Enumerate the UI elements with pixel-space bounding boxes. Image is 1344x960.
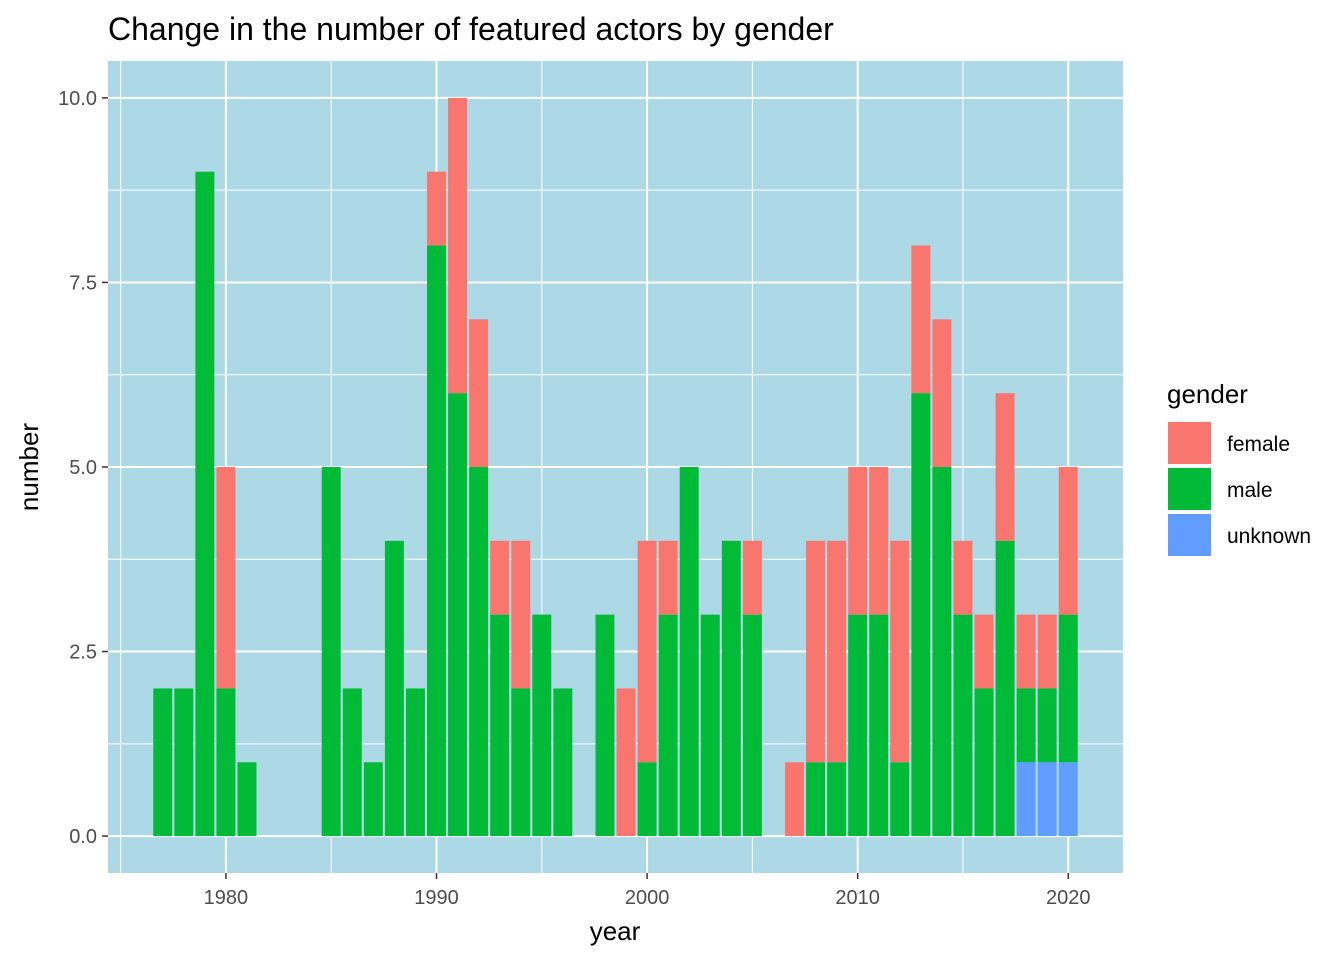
bar-male-2008 [806, 762, 826, 837]
bar-male-2003 [700, 614, 720, 837]
bar-male-2011 [869, 614, 889, 837]
bar-female-1980 [216, 467, 236, 689]
bar-male-2017 [995, 540, 1015, 837]
bar-female-1991 [448, 97, 468, 394]
legend-key-unknown [1168, 514, 1211, 556]
bar-male-2009 [827, 762, 847, 837]
bar-female-2011 [869, 467, 889, 615]
legend-key-male [1168, 468, 1211, 510]
bar-female-1992 [469, 319, 489, 467]
bar-female-2001 [658, 540, 678, 615]
bar-male-1980 [216, 688, 236, 837]
bar-female-2008 [806, 540, 826, 763]
bar-female-2019 [1037, 614, 1057, 689]
bar-male-2005 [742, 614, 762, 837]
legend: gender female male unknown [1167, 379, 1311, 556]
bar-male-1985 [321, 467, 341, 837]
bar-male-1998 [595, 614, 615, 837]
bar-male-2001 [658, 614, 678, 837]
bar-male-2018 [1016, 688, 1036, 763]
bar-female-1990 [427, 171, 446, 246]
bar-male-1978 [174, 688, 194, 837]
bar-female-2000 [637, 540, 657, 763]
bar-male-1992 [469, 467, 489, 837]
bar-male-2010 [848, 614, 868, 837]
bar-female-2014 [932, 319, 952, 467]
bar-female-2010 [848, 467, 868, 615]
bar-female-2016 [974, 614, 994, 689]
y-tick-label: 7.5 [69, 272, 97, 294]
chart-title: Change in the number of featured actors … [108, 11, 834, 47]
y-tick-label: 10.0 [58, 88, 97, 110]
bar-male-1991 [448, 393, 468, 837]
bar-male-2019 [1037, 688, 1057, 763]
x-tick-label: 2010 [835, 887, 880, 909]
x-tick-label: 2000 [625, 887, 670, 909]
bar-female-2013 [911, 245, 931, 394]
y-tick-label: 2.5 [69, 642, 97, 664]
bar-unknown-2020 [1058, 762, 1078, 837]
bar-male-2014 [932, 467, 952, 837]
x-tick-label: 1990 [414, 887, 459, 909]
bar-male-2015 [953, 614, 973, 837]
bar-male-1993 [490, 614, 510, 837]
x-axis-title: year [590, 916, 641, 946]
bar-unknown-2019 [1037, 762, 1057, 837]
bars [153, 97, 1078, 837]
bar-male-1986 [342, 688, 362, 837]
bar-male-2012 [890, 762, 910, 837]
bar-male-1988 [384, 540, 404, 837]
bar-male-1990 [427, 245, 446, 837]
y-axis-ticks: 0.0 2.5 5.0 7.5 10.0 [58, 88, 108, 848]
y-tick-label: 0.0 [69, 826, 97, 848]
bar-male-2013 [911, 393, 931, 837]
bar-male-2016 [974, 688, 994, 837]
legend-label-unknown: unknown [1227, 525, 1311, 548]
bar-female-1994 [511, 540, 531, 689]
bar-male-1996 [553, 688, 573, 837]
bar-female-2009 [827, 540, 847, 763]
bar-male-1987 [363, 762, 383, 837]
bar-male-1995 [532, 614, 552, 837]
x-axis-ticks: 1980 1990 2000 2010 2020 [204, 873, 1091, 909]
bar-female-2007 [785, 762, 804, 837]
legend-label-female: female [1227, 433, 1290, 456]
bar-male-2020 [1058, 614, 1078, 763]
bar-male-1994 [511, 688, 531, 837]
x-tick-label: 1980 [204, 887, 249, 909]
bar-female-2005 [742, 540, 762, 615]
bar-female-2017 [995, 393, 1015, 541]
bar-male-2002 [679, 467, 699, 837]
bar-male-2004 [721, 540, 741, 837]
bar-male-1989 [405, 688, 425, 837]
x-tick-label: 2020 [1046, 887, 1091, 909]
bar-female-2015 [953, 540, 973, 615]
bar-female-1999 [616, 688, 636, 837]
legend-key-female [1168, 422, 1211, 464]
bar-female-2018 [1016, 614, 1036, 689]
bar-male-2000 [637, 762, 657, 837]
bar-male-1979 [195, 171, 215, 837]
bar-female-2020 [1058, 467, 1078, 615]
bar-male-1981 [237, 762, 257, 837]
bar-female-1993 [490, 540, 510, 615]
bar-male-1977 [153, 688, 173, 837]
legend-title: gender [1167, 379, 1248, 409]
bar-female-2012 [890, 540, 910, 763]
bar-unknown-2018 [1016, 762, 1036, 837]
y-tick-label: 5.0 [69, 457, 97, 479]
legend-label-male: male [1227, 479, 1273, 502]
y-axis-title: number [14, 423, 44, 511]
